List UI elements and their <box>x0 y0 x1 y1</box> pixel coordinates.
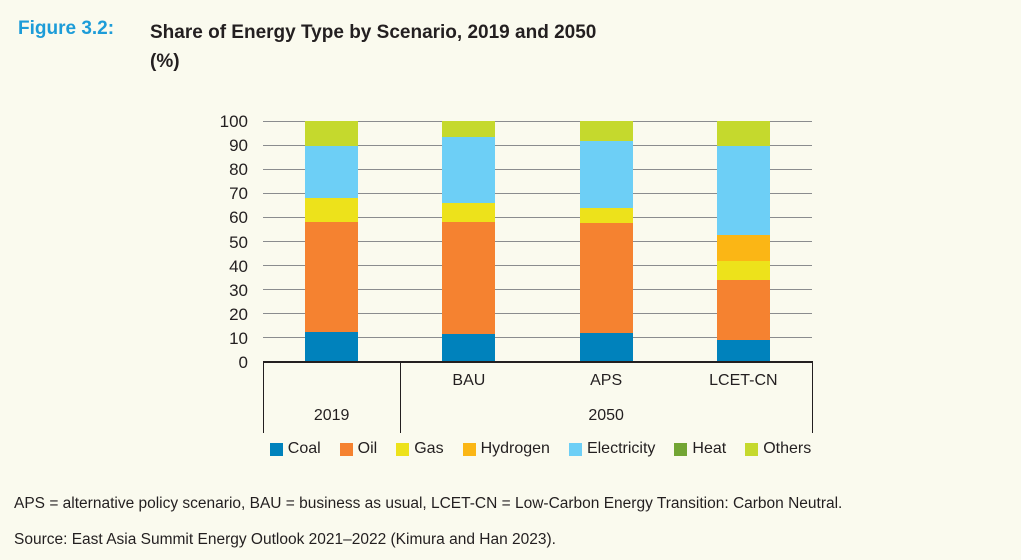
bar-segment-bau-gas <box>442 202 496 223</box>
y-axis-tick-60: 60 <box>229 208 248 228</box>
bar-segment-aps-electricity <box>579 141 633 208</box>
bar-segment-2019-electricity <box>305 146 359 199</box>
bar-segment-bau-electricity <box>442 136 496 203</box>
gridline-80 <box>263 168 812 170</box>
axis-box-right-line <box>812 363 813 433</box>
y-axis-tick-20: 20 <box>229 304 248 324</box>
abbreviations-note: APS = alternative policy scenario, BAU =… <box>14 495 843 512</box>
bar-segment-aps-coal <box>579 333 633 362</box>
y-axis-tick-40: 40 <box>229 256 248 276</box>
legend-label-others: Others <box>763 440 812 457</box>
bar-segment-lcet-cn-electricity <box>716 146 770 236</box>
legend-item-electricity: Electricity <box>568 440 656 458</box>
bar-segment-bau-coal <box>442 334 496 362</box>
bar-segment-2019-others <box>305 121 359 147</box>
figure-unit: (%) <box>150 51 180 73</box>
axis-box-divider-line <box>400 363 402 433</box>
y-axis-tick-90: 90 <box>229 136 248 156</box>
figure-title-column: Share of Energy Type by Scenario, 2019 a… <box>150 18 596 77</box>
gridline-40 <box>263 265 812 267</box>
gridline-90 <box>263 144 812 146</box>
legend-swatch-hydrogen <box>462 442 476 456</box>
legend-swatch-gas <box>396 442 410 456</box>
axis-box-left-line <box>263 363 264 433</box>
legend-label-gas: Gas <box>414 440 444 457</box>
y-axis-tick-50: 50 <box>229 232 248 252</box>
bar-segment-aps-others <box>579 121 633 142</box>
legend-item-others: Others <box>745 440 811 458</box>
legend-label-hydrogen: Hydrogen <box>480 440 550 457</box>
x-label-aps: APS <box>590 372 623 389</box>
x-label-lcet-cn: LCET-CN <box>709 372 778 389</box>
gridline-60 <box>263 216 812 218</box>
y-axis-tick-80: 80 <box>229 160 248 180</box>
bar-segment-lcet-cn-others <box>716 121 770 147</box>
figure-title: Share of Energy Type by Scenario, 2019 a… <box>150 22 597 43</box>
source-note: Source: East Asia Summit Energy Outlook … <box>14 531 556 548</box>
gridline-70 <box>263 192 812 194</box>
legend-swatch-electricity <box>568 442 582 456</box>
legend-swatch-heat <box>674 442 688 456</box>
chart-legend: Coal Oil Gas Hydrogen Electricity Heat Others <box>60 440 1021 458</box>
bar-segment-2019-oil <box>305 222 359 332</box>
legend-item-coal: Coal <box>269 440 321 458</box>
gridline-20 <box>263 313 812 315</box>
legend-label-heat: Heat <box>692 440 727 457</box>
bar-segment-bau-oil <box>442 222 496 335</box>
legend-swatch-coal <box>269 442 283 456</box>
gridline-100 <box>263 120 812 122</box>
gridline-30 <box>263 289 812 291</box>
bar-segment-2019-gas <box>305 198 359 223</box>
legend-item-hydrogen: Hydrogen <box>462 440 550 458</box>
legend-item-gas: Gas <box>396 440 444 458</box>
bar-segment-lcet-cn-oil <box>716 280 770 341</box>
y-axis-tick-100: 100 <box>219 112 248 131</box>
gridline-50 <box>263 241 812 242</box>
bar-segment-aps-gas <box>579 207 633 224</box>
bar-segment-bau-others <box>442 121 496 137</box>
x-axis-line <box>263 361 813 363</box>
y-axis-tick-10: 10 <box>229 328 248 348</box>
legend-swatch-others <box>745 442 759 456</box>
x-group-label-2050: 2050 <box>588 407 624 424</box>
y-axis-tick-70: 70 <box>229 184 248 204</box>
figure-number-label: Figure 3.2: <box>18 18 115 39</box>
y-axis-tick-0: 0 <box>238 353 248 372</box>
legend-label-coal: Coal <box>287 440 321 457</box>
legend-item-heat: Heat <box>674 440 726 458</box>
x-group-label-2019: 2019 <box>313 407 350 424</box>
legend-label-oil: Oil <box>357 440 378 457</box>
bar-segment-lcet-cn-gas <box>716 260 770 281</box>
legend-item-oil: Oil <box>339 440 378 458</box>
bar-segment-aps-oil <box>579 223 633 334</box>
gridline-10 <box>263 337 812 339</box>
legend-label-electricity: Electricity <box>586 440 656 457</box>
bar-segment-lcet-cn-hydrogen <box>716 235 770 261</box>
bar-segment-lcet-cn-coal <box>716 340 770 362</box>
figure-title-block: Figure 3.2: Share of Energy Type by Scen… <box>18 18 596 77</box>
y-axis-tick-30: 30 <box>229 280 248 300</box>
x-label-bau: BAU <box>452 372 486 389</box>
bar-segment-2019-coal <box>305 331 359 362</box>
legend-swatch-oil <box>339 442 353 456</box>
